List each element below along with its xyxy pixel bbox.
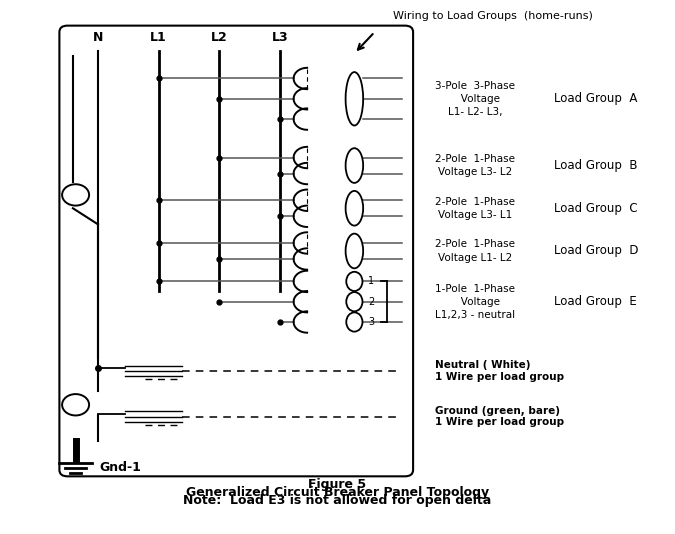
Ellipse shape [346, 292, 362, 311]
Text: 2: 2 [368, 297, 374, 307]
Text: Wiring to Load Groups  (home-runs): Wiring to Load Groups (home-runs) [393, 11, 593, 21]
Text: N: N [92, 31, 103, 44]
Text: 1-Pole  1-Phase
   Voltage
L1,2,3 - neutral: 1-Pole 1-Phase Voltage L1,2,3 - neutral [435, 284, 516, 320]
Text: Ground (green, bare)
1 Wire per load group: Ground (green, bare) 1 Wire per load gro… [435, 406, 564, 427]
Text: Gnd-1: Gnd-1 [99, 461, 141, 474]
Text: L2: L2 [211, 31, 227, 44]
Ellipse shape [346, 72, 363, 125]
Text: 3-Pole  3-Phase
   Voltage
L1- L2- L3,: 3-Pole 3-Phase Voltage L1- L2- L3, [435, 81, 516, 117]
Text: Figure 5: Figure 5 [308, 478, 367, 491]
Text: b: b [71, 398, 80, 411]
Text: Load Group  E: Load Group E [554, 295, 637, 308]
Text: Load Group  D: Load Group D [554, 245, 638, 257]
Text: Load Group  C: Load Group C [554, 202, 637, 215]
Text: 1: 1 [368, 277, 374, 286]
Text: 3: 3 [368, 317, 374, 327]
Ellipse shape [346, 312, 362, 332]
Text: Generalized Circuit Breaker Panel Topology: Generalized Circuit Breaker Panel Topolo… [186, 486, 489, 499]
Circle shape [62, 394, 89, 415]
Text: Neutral ( White)
1 Wire per load group: Neutral ( White) 1 Wire per load group [435, 360, 564, 382]
Ellipse shape [346, 191, 363, 225]
FancyBboxPatch shape [59, 26, 413, 476]
Circle shape [62, 184, 89, 206]
Ellipse shape [346, 272, 362, 291]
Text: Load Group  A: Load Group A [554, 92, 637, 105]
Ellipse shape [346, 233, 363, 268]
Text: 2-Pole  1-Phase
Voltage L3- L2: 2-Pole 1-Phase Voltage L3- L2 [435, 154, 516, 177]
Text: L3: L3 [272, 31, 288, 44]
Text: Load Group  B: Load Group B [554, 159, 637, 172]
Text: Note:  Load E3 is not allowed for open delta: Note: Load E3 is not allowed for open de… [184, 494, 491, 507]
Ellipse shape [346, 148, 363, 183]
Text: a: a [72, 189, 80, 201]
Text: L1: L1 [151, 31, 167, 44]
Text: 2-Pole  1-Phase
Voltage L1- L2: 2-Pole 1-Phase Voltage L1- L2 [435, 239, 516, 263]
Text: 2-Pole  1-Phase
Voltage L3- L1: 2-Pole 1-Phase Voltage L3- L1 [435, 197, 516, 220]
